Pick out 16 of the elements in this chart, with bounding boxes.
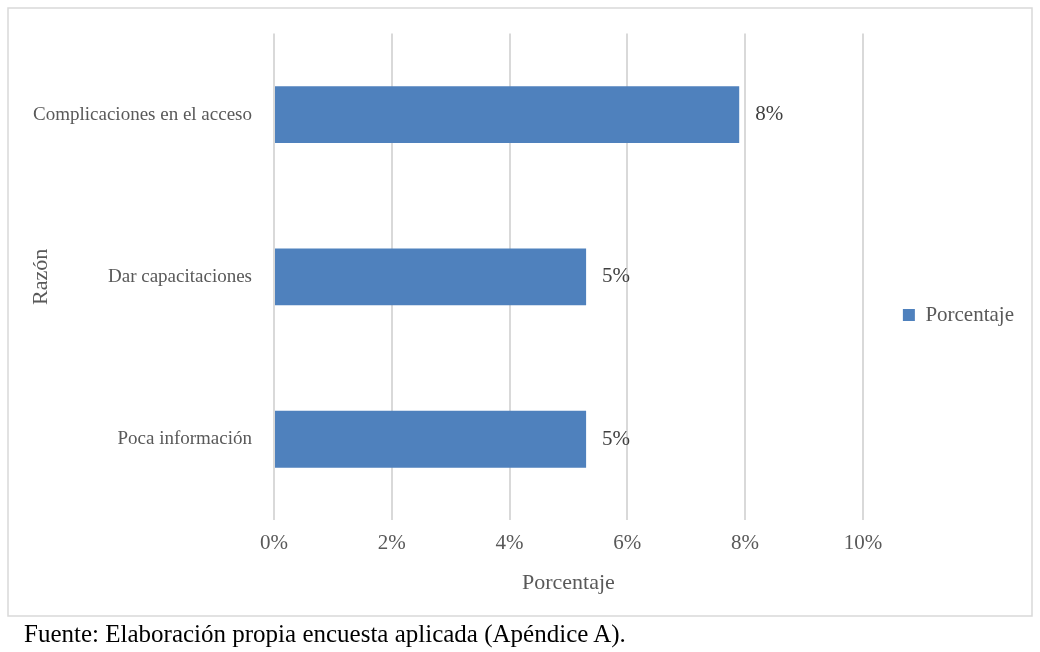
y-axis-title: Razón bbox=[26, 248, 52, 305]
data-label: 5% bbox=[602, 263, 631, 288]
x-tick-label: 0% bbox=[260, 529, 288, 554]
legend-label: Porcentaje bbox=[925, 301, 1014, 326]
y-tick-label: Dar capacitaciones bbox=[108, 264, 252, 286]
x-tick-label: 2% bbox=[377, 529, 406, 554]
data-label: 8% bbox=[755, 101, 784, 126]
x-tick-label: 6% bbox=[613, 529, 642, 554]
x-tick-label: 4% bbox=[495, 529, 524, 554]
x-tick-label: 8% bbox=[731, 529, 760, 554]
y-tick-label: Complicaciones en el acceso bbox=[33, 102, 252, 124]
data-label: 5% bbox=[602, 425, 631, 450]
y-tick-label: Poca información bbox=[117, 427, 253, 449]
source-note: Fuente: Elaboración propia encuesta aplicada (Apéndice A). bbox=[24, 620, 626, 648]
x-tick-label: 10% bbox=[843, 529, 883, 554]
x-axis-title: Porcentaje bbox=[522, 568, 615, 594]
